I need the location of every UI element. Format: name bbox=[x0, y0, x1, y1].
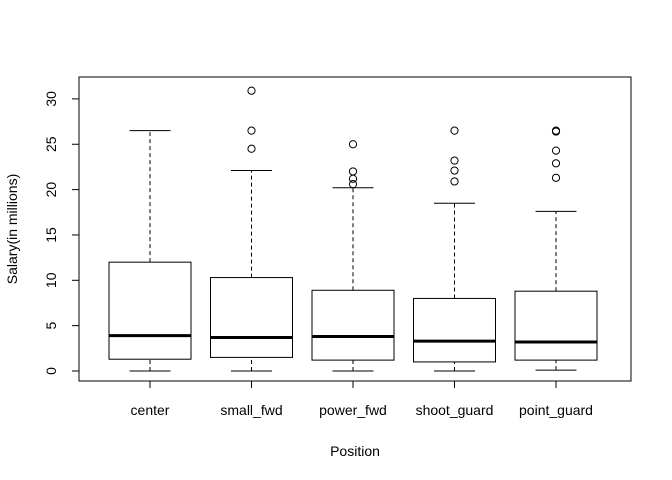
iqr-box bbox=[311, 289, 395, 361]
iqr-box bbox=[514, 290, 598, 361]
box-power_fwd bbox=[311, 140, 395, 372]
box-point_guard bbox=[514, 126, 598, 371]
outlier-point bbox=[551, 173, 561, 182]
y-tick-label: 25 bbox=[43, 136, 59, 152]
x-tick-label: center bbox=[131, 402, 170, 418]
x-axis-title: Position bbox=[330, 443, 380, 459]
outlier-point bbox=[247, 86, 256, 95]
y-tick-label: 30 bbox=[43, 91, 59, 107]
y-tick-label: 5 bbox=[43, 322, 59, 330]
outlier-point bbox=[247, 144, 256, 153]
iqr-box bbox=[210, 277, 293, 358]
box-small_fwd bbox=[210, 86, 293, 372]
y-tick-label: 10 bbox=[43, 272, 59, 288]
outlier-point bbox=[247, 126, 256, 135]
outlier-point bbox=[348, 167, 358, 176]
y-tick-label: 0 bbox=[43, 367, 59, 375]
box-center bbox=[108, 130, 192, 372]
outlier-point bbox=[450, 166, 459, 175]
x-tick-label: point_guard bbox=[519, 402, 593, 418]
outlier-point bbox=[551, 126, 561, 135]
y-axis-title: Salary(in millions) bbox=[4, 174, 20, 284]
x-tick-label: power_fwd bbox=[319, 402, 387, 418]
iqr-box bbox=[413, 297, 496, 363]
box-shoot_guard bbox=[413, 126, 496, 372]
x-axis: center small_fwd power_fwd shoot_guard point… bbox=[131, 380, 593, 418]
outlier-point bbox=[551, 146, 561, 155]
x-tick-label: shoot_guard bbox=[416, 402, 494, 418]
outlier-point bbox=[450, 126, 459, 135]
x-tick-label: small_fwd bbox=[220, 402, 282, 418]
outlier-point bbox=[450, 156, 459, 165]
outlier-point bbox=[348, 174, 358, 183]
y-axis: 0 5 10 15 20 25 30 bbox=[43, 91, 80, 375]
outlier-point bbox=[348, 140, 358, 149]
boxes bbox=[108, 86, 598, 372]
iqr-box bbox=[108, 261, 192, 360]
outlier-point bbox=[348, 180, 358, 189]
outlier-point bbox=[450, 177, 459, 186]
outlier-point bbox=[551, 159, 561, 168]
y-tick-label: 20 bbox=[43, 182, 59, 198]
y-tick-label: 15 bbox=[43, 227, 59, 243]
